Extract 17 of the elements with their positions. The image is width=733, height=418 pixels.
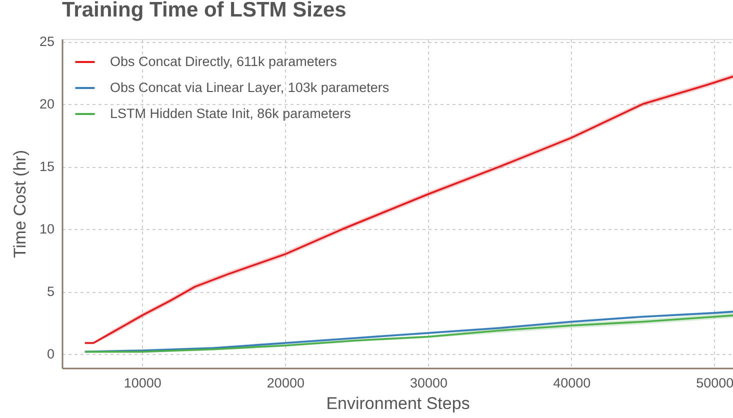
legend-label: Obs Concat via Linear Layer, 103k parameters (110, 80, 390, 95)
legend-label: Obs Concat Directly, 611k parameters (110, 54, 338, 69)
y-tick-label: 5 (46, 284, 54, 300)
y-tick-label: 10 (39, 222, 54, 237)
x-tick-label: 10000 (124, 376, 162, 390)
legend-label: LSTM Hidden State Init, 86k parameters (110, 106, 352, 121)
x-tick-label: 20000 (266, 376, 304, 390)
x-tick-label: 30000 (410, 376, 448, 390)
x-tick-label: 50000 (696, 376, 733, 390)
x-axis-title: Environment Steps (326, 394, 470, 413)
y-tick-label: 25 (39, 34, 54, 49)
y-tick-label: 0 (46, 346, 54, 362)
y-tick-label: 15 (39, 159, 54, 174)
y-tick-label: 20 (39, 96, 54, 112)
chart-title: Training Time of LSTM Sizes (62, 0, 346, 22)
y-axis-title: Time Cost (hr) (10, 150, 30, 258)
x-tick-label: 40000 (553, 376, 591, 390)
